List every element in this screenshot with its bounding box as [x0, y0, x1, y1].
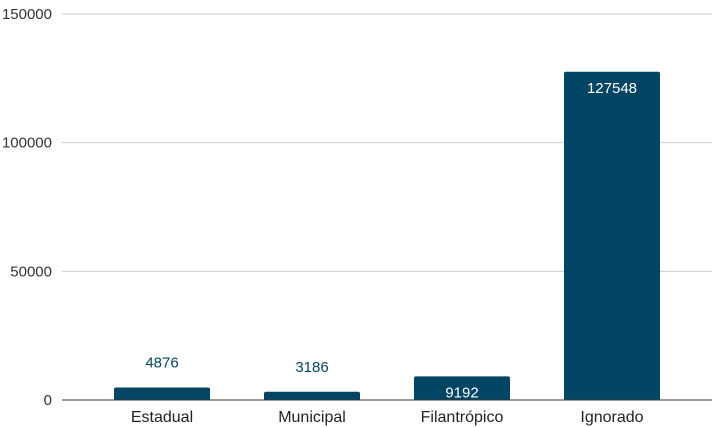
bar-ignorado [564, 71, 660, 400]
bar-value-label: 9192 [445, 384, 478, 401]
x-axis-category-labels: Estadual Municipal Filantrópico Ignorado [131, 409, 644, 426]
y-tick-label: 150000 [2, 6, 52, 23]
bar-value-labels: 4876 3186 9192 127548 [145, 80, 637, 402]
y-tick-label: 0 [44, 392, 52, 409]
bar-value-label: 4876 [145, 354, 178, 371]
bar-municipal [264, 391, 360, 400]
y-axis-tick-labels: 0 50000 100000 150000 [2, 6, 52, 409]
bar-estadual [114, 387, 210, 400]
x-category-label: Ignorado [580, 409, 643, 426]
bars [114, 71, 660, 400]
x-category-label: Filantrópico [421, 409, 504, 426]
x-category-label: Estadual [131, 409, 193, 426]
y-tick-label: 50000 [10, 263, 52, 280]
bar-value-label: 3186 [295, 359, 328, 376]
bar-value-label: 127548 [587, 80, 637, 97]
bar-filantr-pico [414, 376, 510, 400]
x-category-label: Municipal [278, 409, 346, 426]
y-tick-label: 100000 [2, 135, 52, 152]
